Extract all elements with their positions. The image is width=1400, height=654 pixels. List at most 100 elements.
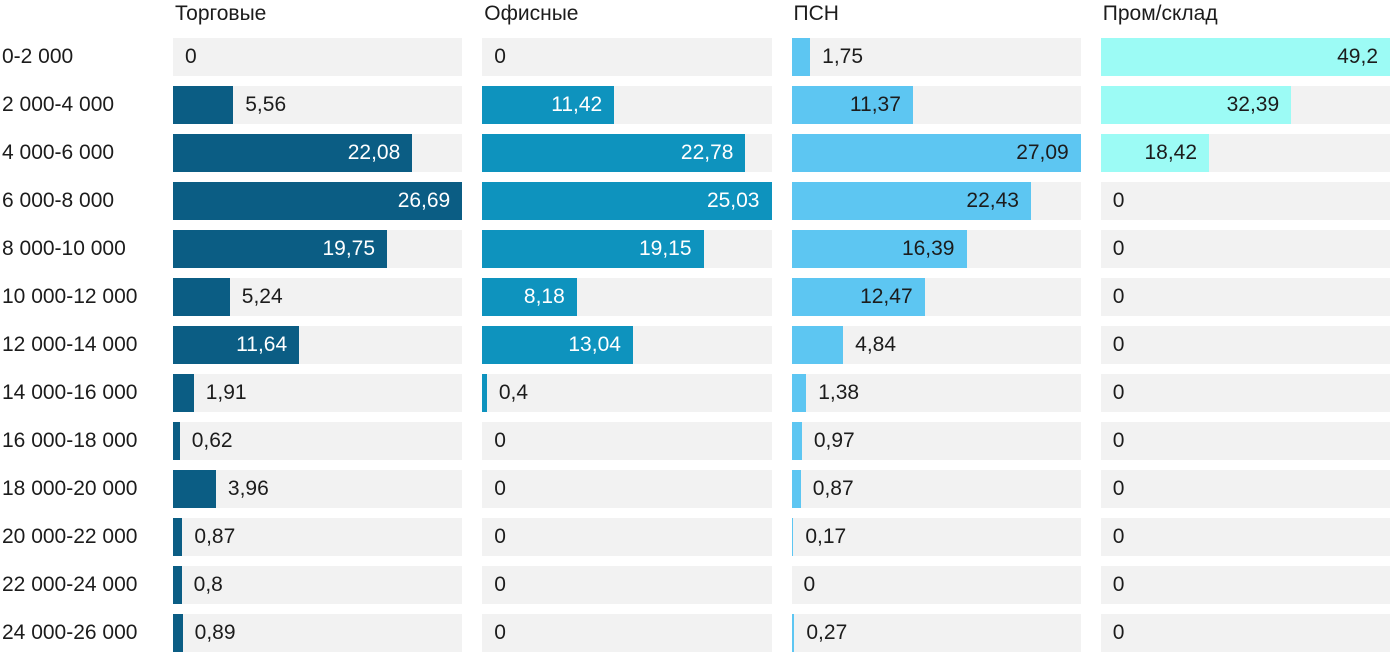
bar	[173, 566, 182, 604]
bar-value-label: 0	[1112, 237, 1125, 260]
bar-value-label: 27,09	[1016, 141, 1069, 164]
bar-value-label: 0,89	[194, 621, 236, 644]
bar-value-label: 0	[494, 573, 506, 596]
bar-value-label: 0,27	[806, 621, 848, 644]
chart-body: 0-2 000 0 0 1,75 49,2 2 000-4 000 5,56 11,42 11,…	[0, 38, 1390, 654]
bar-track: 19,75	[173, 230, 463, 268]
row-label: 20 000-22 000	[2, 525, 138, 548]
bar-value-label: 0,17	[805, 525, 847, 548]
bar-track: 0,87	[173, 518, 463, 556]
bar-value-label: 19,75	[322, 237, 376, 260]
bar: 19,15	[482, 230, 704, 268]
bar: 8,18	[482, 278, 577, 316]
bar-track: 0	[1100, 518, 1390, 556]
bar-track: 0	[482, 422, 772, 460]
bar	[173, 86, 234, 124]
bar-value-label: 0	[494, 429, 506, 452]
row-label: 16 000-18 000	[2, 429, 138, 452]
bar-value-label: 8,18	[523, 285, 565, 308]
bar-value-label: 0	[494, 477, 506, 500]
bar-track: 0	[482, 566, 772, 604]
row-label: 22 000-24 000	[2, 573, 138, 596]
bar-track: 3,96	[173, 470, 463, 508]
bar-value-label: 0	[494, 621, 506, 644]
bar-track: 0,89	[173, 614, 463, 652]
bar-value-label: 0,97	[813, 429, 855, 452]
column-header-psn: ПСН	[793, 2, 839, 25]
bar-track: 25,03	[482, 182, 772, 220]
bar	[791, 374, 807, 412]
bar	[173, 374, 194, 412]
bar	[791, 38, 811, 76]
bar	[173, 470, 216, 508]
bar-track: 0,8	[173, 566, 463, 604]
bar	[482, 374, 487, 412]
bar-value-label: 0	[494, 525, 506, 548]
bar-track: 11,64	[173, 326, 463, 364]
bar-track: 0	[482, 38, 772, 76]
row-label: 4 000-6 000	[2, 141, 115, 164]
bar-track: 18,42	[1100, 134, 1390, 172]
bar-track: 27,09	[791, 134, 1081, 172]
bar: 22,78	[482, 134, 746, 172]
row-label: 6 000-8 000	[2, 189, 115, 212]
bar	[173, 614, 183, 652]
bar-value-label: 0	[185, 45, 197, 68]
bar: 49,2	[1100, 38, 1390, 76]
bar-track: 11,42	[482, 86, 772, 124]
bar-track: 0	[482, 614, 772, 652]
bar-track: 0	[1100, 326, 1390, 364]
bar-track: 22,43	[791, 182, 1081, 220]
row-label: 2 000-4 000	[2, 93, 115, 116]
bar-value-label: 0,87	[194, 525, 236, 548]
bar-value-label: 11,64	[236, 333, 288, 356]
row-label: 8 000-10 000	[2, 237, 126, 260]
bar-value-label: 25,03	[706, 189, 760, 212]
bar-track: 0	[1100, 470, 1390, 508]
bar-track: 0	[1100, 230, 1390, 268]
bar-track: 8,18	[482, 278, 772, 316]
bar-track: 0,27	[791, 614, 1081, 652]
bar-value-label: 0,8	[193, 573, 223, 596]
bar-value-label: 26,69	[397, 189, 451, 212]
bar-track: 1,91	[173, 374, 463, 412]
bar: 32,39	[1100, 86, 1292, 124]
bar-value-label: 0	[1112, 477, 1125, 500]
bar-value-label: 0	[803, 573, 816, 596]
bar-track: 22,08	[173, 134, 463, 172]
bar-track: 0	[1100, 614, 1390, 652]
bar-value-label: 0	[1112, 525, 1125, 548]
bar: 13,04	[482, 326, 633, 364]
bar: 22,08	[173, 134, 413, 172]
bar-value-label: 0	[1112, 621, 1125, 644]
bar-value-label: 0	[1112, 429, 1125, 452]
bar	[791, 470, 801, 508]
bar: 27,09	[791, 134, 1081, 172]
bar-value-label: 12,47	[860, 285, 913, 308]
bar-value-label: 0,62	[191, 429, 233, 452]
bar-value-label: 22,43	[966, 189, 1019, 212]
bar-track: 19,15	[482, 230, 772, 268]
bar-value-label: 0	[1112, 189, 1125, 212]
bar: 19,75	[173, 230, 388, 268]
bar-track: 0	[1100, 278, 1390, 316]
bar: 11,37	[791, 86, 913, 124]
bar	[173, 518, 183, 556]
bar-track: 0	[1100, 566, 1390, 604]
bar-value-label: 19,15	[638, 237, 692, 260]
bar-track: 32,39	[1100, 86, 1390, 124]
bar: 26,69	[173, 182, 463, 220]
bar-value-label: 11,37	[849, 93, 901, 116]
bar-track: 0	[1100, 422, 1390, 460]
bar-track: 5,56	[173, 86, 463, 124]
bar-track: 0	[173, 38, 463, 76]
bar-value-label: 13,04	[568, 333, 621, 356]
bar-value-label: 22,08	[347, 141, 401, 164]
bar	[791, 422, 802, 460]
bar-track: 0,87	[791, 470, 1081, 508]
bar-value-label: 1,38	[818, 381, 860, 404]
bar-track: 0,4	[482, 374, 772, 412]
bar-value-label: 22,78	[680, 141, 734, 164]
bar	[791, 326, 844, 364]
